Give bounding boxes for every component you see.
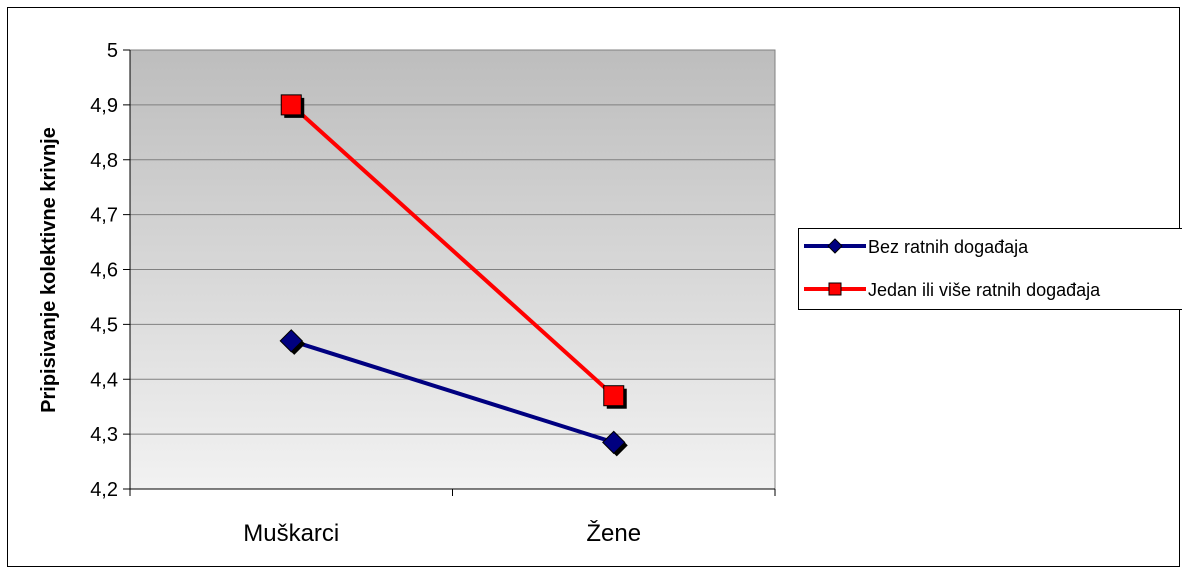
legend-entry: Bez ratnih događaja: [804, 237, 1029, 257]
y-tick-label: 4,6: [90, 260, 118, 282]
x-tick-labels: Muškarci Žene: [129, 489, 776, 547]
x-tick-label: Muškarci: [243, 520, 339, 547]
legend: Bez ratnih događaja Jedan ili više ratnih…: [798, 228, 1182, 310]
data-point: [603, 385, 625, 407]
legend-entry: Jedan ili više ratnih događaja: [804, 280, 1101, 300]
data-point: [280, 94, 302, 116]
series-line: [290, 338, 615, 445]
gridlines: [130, 104, 775, 435]
y-tick-label: 4,5: [90, 314, 118, 336]
legend-label: Jedan ili više ratnih događaja: [868, 280, 1101, 300]
y-tick-label: 4,4: [90, 369, 118, 391]
y-tick-labels: 4,2 4,3 4,4 4,5 4,6 4,7 4,8 4,9 5: [90, 40, 130, 501]
y-tick-label: 4,8: [90, 150, 118, 172]
y-tick-label: 4,3: [90, 424, 118, 446]
series-lines: [279, 94, 628, 457]
y-axis-label: Pripisivanje kolektivne krivnje: [38, 127, 60, 413]
y-tick-label: 4,7: [90, 205, 118, 227]
y-tick-label: 4,9: [90, 95, 118, 117]
y-tick-label: 4,2: [90, 479, 118, 501]
legend-label: Bez ratnih događaja: [868, 237, 1029, 257]
data-point: [602, 430, 626, 455]
legend-box: [798, 228, 1182, 310]
data-point: [279, 329, 303, 353]
series-1: [280, 94, 627, 409]
series-0: [279, 329, 628, 457]
y-tick-label: 5: [107, 40, 118, 62]
legend-marker: [828, 282, 842, 296]
series-line: [289, 103, 616, 398]
x-tick-label: Žene: [586, 520, 641, 547]
legend-marker: [827, 238, 843, 254]
